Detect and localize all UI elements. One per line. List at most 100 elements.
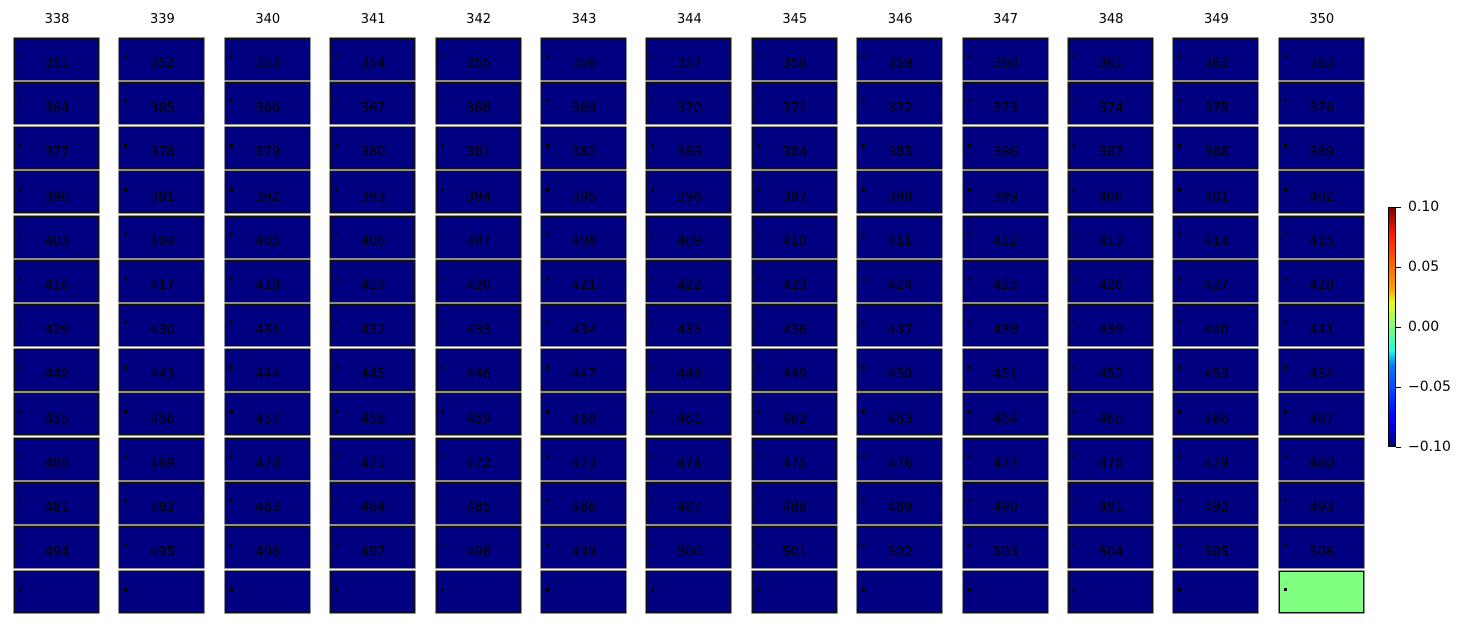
marker-dot [229, 188, 233, 192]
panel-title: 356 [571, 56, 597, 72]
heatmap-panel [962, 304, 1048, 347]
heatmap-panel [224, 215, 310, 258]
marker-dot [124, 410, 128, 414]
marker-dot [124, 365, 128, 369]
heatmap-panel [646, 482, 732, 524]
marker-dot [229, 365, 233, 369]
heatmap-panel [14, 171, 99, 214]
heatmap-panel [330, 482, 416, 524]
panel-title: 464 [993, 411, 1018, 427]
heatmap-panel [1278, 215, 1364, 258]
panel-title: 412 [993, 234, 1018, 249]
heatmap-panel [1173, 570, 1259, 613]
marker-dot [1073, 321, 1076, 325]
heatmap-panel [857, 437, 943, 480]
heatmap-panel [1173, 393, 1259, 436]
marker-dot [335, 99, 339, 103]
panel-title: 347 [993, 12, 1018, 27]
heatmap-panel [14, 304, 99, 347]
marker-dot [1073, 499, 1076, 502]
panel-title: 405 [255, 234, 281, 249]
heatmap-panel [1068, 38, 1153, 80]
panel-title: 432 [360, 322, 386, 338]
colorbar-tick [1396, 386, 1401, 388]
marker-dot [651, 365, 655, 369]
heatmap-panel [646, 171, 732, 214]
panel-title: 439 [1098, 322, 1124, 338]
panel-title: 465 [1098, 411, 1124, 427]
marker-dot [19, 587, 22, 591]
marker-dot [335, 55, 339, 58]
heatmap-panel [119, 348, 205, 391]
panel-title: 466 [1203, 411, 1229, 427]
marker-dot [862, 277, 866, 280]
marker-dot [1073, 365, 1076, 369]
marker-dot [19, 188, 22, 192]
heatmap-panel [857, 348, 943, 391]
heatmap-panel [14, 126, 99, 169]
heatmap-panel [330, 38, 416, 80]
marker-dot [1178, 365, 1182, 369]
heatmap-panel [330, 215, 416, 258]
panel-title: 398 [887, 189, 913, 205]
panel-title: 417 [149, 278, 175, 294]
panel-title: 339 [149, 12, 175, 27]
panel-title: 423 [782, 278, 808, 294]
panel-title: 428 [1309, 278, 1335, 294]
colorbar-tick [1396, 446, 1401, 448]
colorbar-tick-label: 0.05 [1408, 259, 1440, 275]
marker-dot [19, 99, 22, 103]
marker-dot [862, 365, 866, 369]
panel-title: 353 [255, 56, 281, 72]
marker-dot [1283, 277, 1287, 280]
marker-dot [967, 188, 971, 192]
panel-title: 401 [1203, 189, 1229, 205]
marker-dot [124, 454, 128, 458]
panel-title: 494 [44, 544, 70, 560]
marker-dot [335, 277, 339, 280]
marker-dot [862, 232, 866, 236]
marker-dot [546, 543, 549, 547]
heatmap-panel [1278, 260, 1364, 302]
heatmap-panel [435, 126, 521, 169]
heatmap-panel [1068, 215, 1153, 258]
marker-dot [756, 410, 760, 414]
marker-dot [1178, 321, 1182, 325]
marker-dot [862, 410, 866, 414]
marker-dot [862, 454, 866, 458]
panel-title: 452 [1098, 367, 1124, 383]
marker-dot [651, 277, 655, 280]
heatmap-panel [435, 437, 521, 480]
marker-dot [862, 543, 866, 547]
heatmap-panel [541, 482, 626, 524]
panel-title: 350 [1309, 12, 1335, 27]
marker-dot [440, 99, 444, 103]
marker-dot [124, 277, 128, 280]
panel-title: 374 [1098, 100, 1124, 116]
marker-dot [19, 55, 22, 58]
marker-dot [1178, 454, 1182, 458]
panel-title: 457 [255, 411, 281, 427]
heatmap-panel [1068, 437, 1153, 480]
heatmap-panel [14, 437, 99, 480]
marker-dot [651, 55, 655, 58]
heatmap-panel [857, 304, 943, 347]
panel-title: 456 [149, 411, 175, 427]
heatmap-panel [435, 482, 521, 524]
heatmap-panel [1068, 82, 1153, 125]
panel-title: 355 [466, 56, 491, 72]
heatmap-panel [14, 348, 99, 391]
marker-dot [862, 143, 866, 147]
heatmap-panel [224, 171, 310, 214]
heatmap-panel [224, 260, 310, 302]
marker-dot [335, 499, 339, 502]
panel-title: 364 [44, 100, 70, 116]
marker-dot [229, 543, 233, 547]
heatmap-panel [1278, 82, 1364, 125]
heatmap-panel [962, 171, 1048, 214]
marker-dot [546, 143, 549, 147]
heatmap-panel [962, 215, 1048, 258]
heatmap-panel [1278, 126, 1364, 169]
heatmap-panel [435, 348, 521, 391]
